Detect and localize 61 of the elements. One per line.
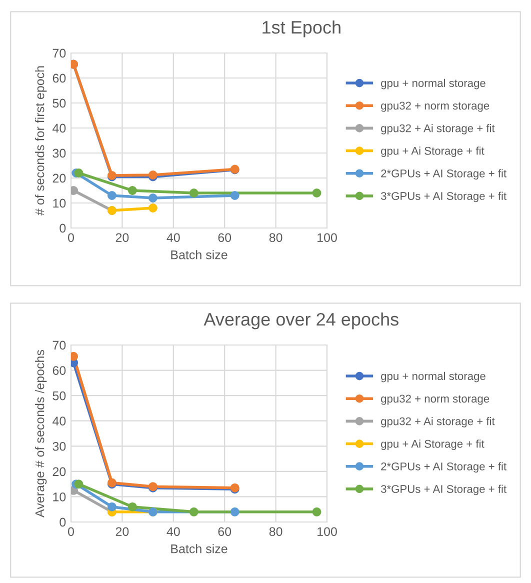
legend-label: gpu + normal storage xyxy=(381,78,486,90)
point xyxy=(74,168,84,178)
y-tick-label: 30 xyxy=(52,148,66,158)
point xyxy=(71,186,78,195)
x-tick-label: 80 xyxy=(269,233,282,242)
y-tick-label: 30 xyxy=(52,442,66,451)
y-tick-label: 60 xyxy=(52,366,66,375)
y-tick-label: 20 xyxy=(52,174,66,183)
x-tick-label: 20 xyxy=(116,527,129,536)
point xyxy=(189,507,198,516)
y-axis-title: Average # of seconds /epochs xyxy=(35,350,47,518)
point xyxy=(230,191,240,200)
point xyxy=(74,480,84,489)
x-axis-title: Batch size xyxy=(171,544,228,554)
y-tick-label: 70 xyxy=(52,340,66,350)
x-tick-label: 0 xyxy=(68,233,74,242)
x-tick-label: 0 xyxy=(68,527,74,536)
y-tick-label: 0 xyxy=(60,224,66,233)
y-tick-label: 20 xyxy=(52,467,66,476)
legend-label: 2*GPUs + AI Storage + fit xyxy=(381,169,506,180)
y-tick-label: 60 xyxy=(52,74,66,83)
legend-label: gpu32 + Ai storage + fit xyxy=(381,417,495,428)
point xyxy=(189,188,198,198)
point xyxy=(107,502,116,512)
point xyxy=(230,507,240,516)
point xyxy=(312,507,322,516)
chart-title: 1st Epoch xyxy=(262,20,340,38)
x-tick-label: 20 xyxy=(116,233,129,242)
point xyxy=(312,188,322,198)
legend-label: gpu32 + Ai storage + fit xyxy=(381,124,495,134)
y-tick-label: 10 xyxy=(53,492,66,502)
legend-label: gpu + Ai Storage + fit xyxy=(381,146,484,157)
x-tick-label: 40 xyxy=(166,527,180,536)
y-tick-label: 70 xyxy=(52,48,66,58)
x-axis-title: Batch size xyxy=(171,250,228,260)
legend-label: gpu + normal storage xyxy=(381,372,486,382)
point xyxy=(128,502,137,512)
point xyxy=(148,194,158,202)
x-tick-label: 40 xyxy=(166,233,180,242)
legend-label: 2*GPUs + AI Storage + fit xyxy=(381,462,506,473)
point xyxy=(107,191,116,200)
point xyxy=(148,204,158,212)
y-tick-label: 40 xyxy=(52,416,66,426)
y-tick-label: 10 xyxy=(53,198,66,208)
x-tick-label: 60 xyxy=(218,233,232,242)
point xyxy=(128,186,137,195)
legend-label: gpu32 + norm storage xyxy=(381,102,490,112)
legend-label: gpu + Ai Storage + fit xyxy=(381,440,484,450)
x-tick-label: 80 xyxy=(269,527,282,536)
y-tick-label: 50 xyxy=(52,98,66,108)
x-tick-label: 100 xyxy=(318,527,337,536)
y-tick-label: 0 xyxy=(60,518,66,527)
x-tick-label: 100 xyxy=(318,233,337,242)
y-tick-label: 40 xyxy=(52,124,66,133)
legend-label: gpu32 + norm storage xyxy=(381,394,490,405)
y-tick-label: 50 xyxy=(52,391,66,400)
y-axis-title: # of seconds for first epoch xyxy=(35,66,47,216)
legend-label: 3*GPUs + AI Storage + fit xyxy=(380,192,506,202)
legend-label: 3*GPUs + AI Storage + fit xyxy=(380,484,506,496)
chart-title: Average over 24 epochs xyxy=(204,312,398,330)
x-tick-label: 60 xyxy=(218,527,232,536)
